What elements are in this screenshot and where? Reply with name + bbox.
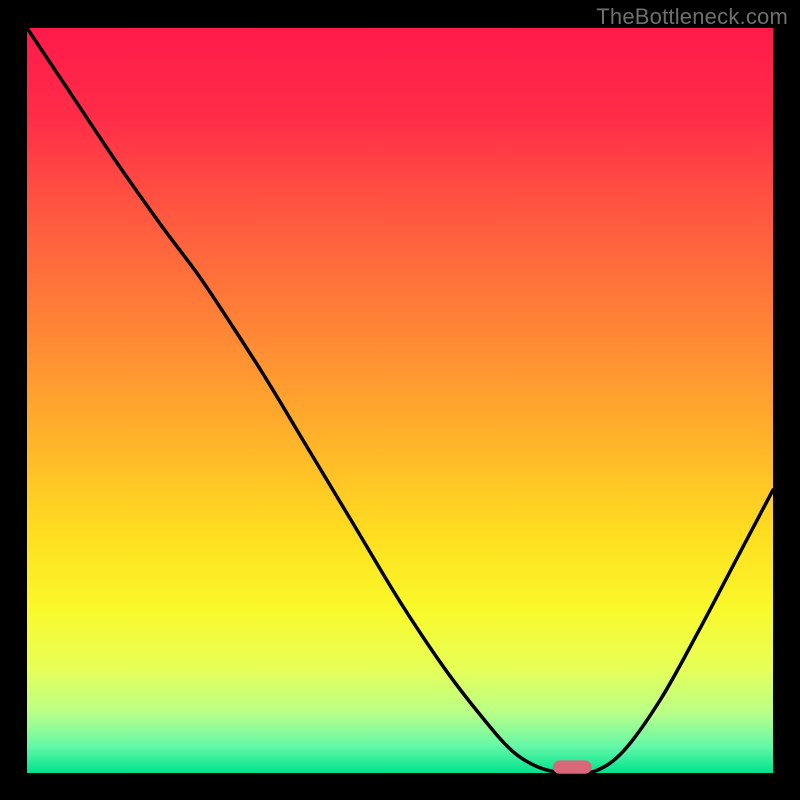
chart-background (27, 28, 773, 773)
optimal-marker (553, 760, 592, 773)
bottleneck-chart (0, 0, 800, 800)
watermark-text: TheBottleneck.com (596, 4, 788, 30)
chart-container: TheBottleneck.com (0, 0, 800, 800)
